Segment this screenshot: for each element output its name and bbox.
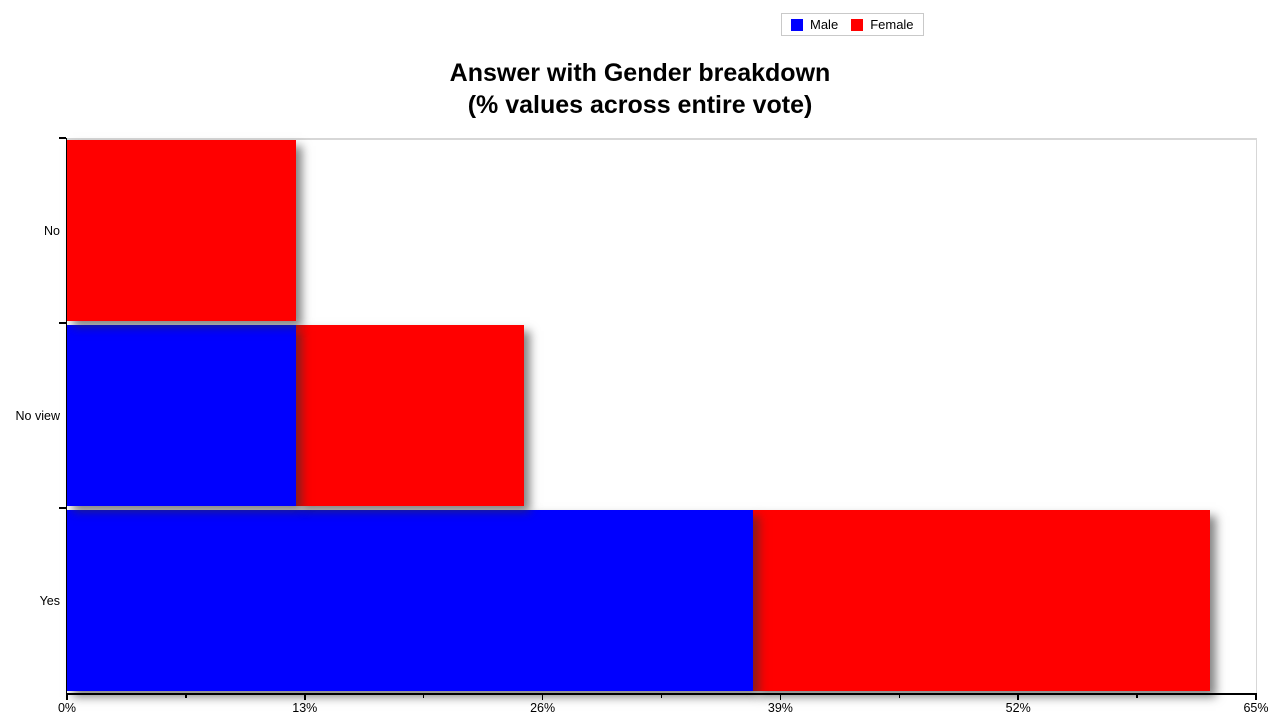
legend: Male Female (781, 13, 924, 36)
x-axis-minor-tick-4 (1136, 694, 1138, 698)
x-axis-minor-tick-1 (422, 694, 425, 698)
x-axis-minor-tick-0 (185, 694, 187, 698)
bar-segment-no-view-male (67, 325, 296, 506)
bar-segment-yes-female (752, 510, 1211, 691)
legend-label-male: Male (810, 17, 839, 32)
x-axis-tick-label-5: 65% (1243, 701, 1269, 715)
y-axis-label-no: No (44, 223, 60, 238)
x-axis-tick-label-1: 13% (292, 701, 318, 715)
chart-title-line1: Answer with Gender breakdown (449, 59, 831, 87)
chart-title: Answer with Gender breakdown (% values a… (0, 57, 1280, 121)
female-swatch-icon (851, 18, 864, 31)
y-axis-label-no-view: No view (15, 408, 60, 423)
y-axis-tick-0 (59, 137, 66, 139)
x-axis-minor-tick-2 (660, 694, 663, 698)
legend-item-male: Male (791, 17, 838, 32)
x-axis-tick-label-4: 52% (1005, 701, 1031, 715)
legend-item-female: Female (851, 17, 914, 32)
legend-label-female: Female (870, 17, 914, 32)
x-axis-tick-3 (779, 694, 782, 700)
x-axis-tick-1 (304, 694, 306, 700)
plot-border-top (66, 138, 1257, 140)
bar-segment-no-female (67, 140, 296, 321)
bar-segment-no-view-female (295, 325, 525, 506)
plot-border-right (1255, 138, 1257, 693)
x-axis-tick-2 (541, 694, 544, 700)
x-axis-tick-label-3: 39% (767, 701, 793, 715)
x-axis-minor-tick-3 (898, 694, 901, 698)
bar-segment-yes-male (67, 510, 753, 691)
y-axis-label-yes: Yes (39, 593, 60, 608)
x-axis-tick-4 (1017, 694, 1019, 700)
y-axis-line (65, 138, 68, 693)
x-axis-tick-0 (66, 694, 68, 700)
chart-title-line2: (% values across entire vote) (467, 91, 813, 119)
x-axis-tick-5 (1255, 694, 1257, 700)
y-axis-tick-2 (59, 507, 66, 509)
x-axis-tick-label-2: 26% (530, 701, 556, 715)
male-swatch-icon (791, 18, 803, 31)
x-axis-tick-label-0: 0% (57, 701, 77, 715)
y-axis-tick-1 (59, 322, 66, 324)
